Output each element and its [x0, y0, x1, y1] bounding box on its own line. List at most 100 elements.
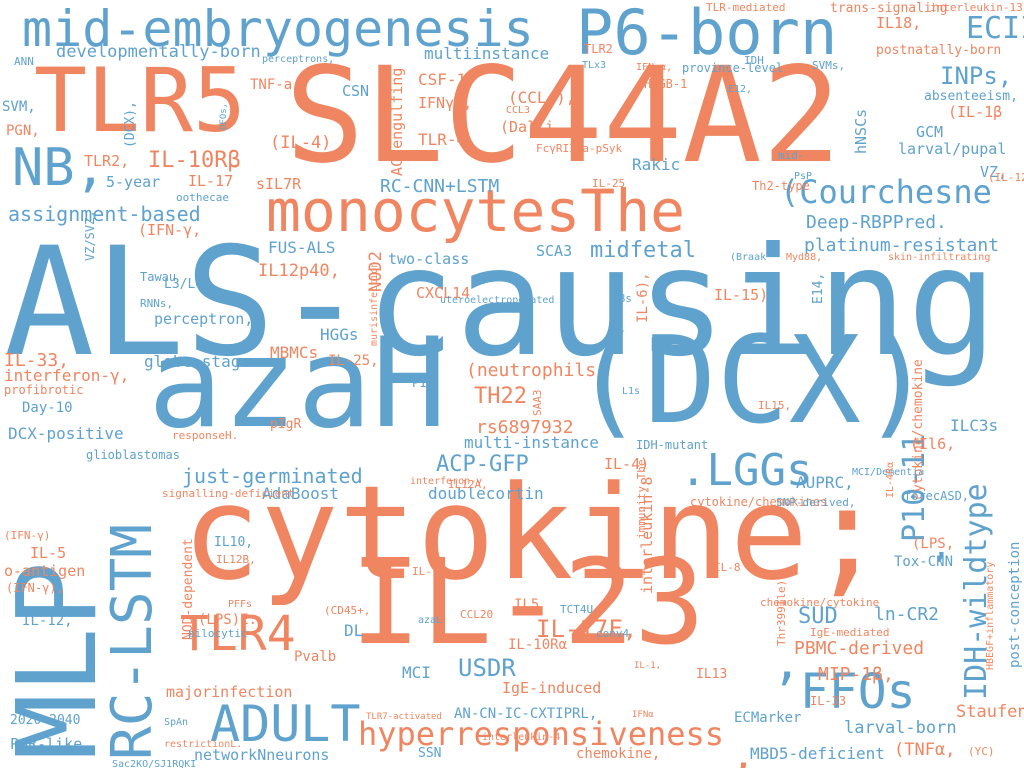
word-dcx: (DCX), — [123, 101, 138, 148]
word-o-antigen: o-antigen — [4, 562, 86, 580]
word-oothecae: oothecae — [176, 191, 229, 204]
word-province-level: province-level — [682, 61, 784, 75]
word-absenteeism: absenteeism, — [924, 89, 1018, 104]
word-tlr2: TLR2 — [584, 42, 613, 56]
word-pigr: pIgR — [270, 417, 302, 432]
word-adaboost: AdaBoost — [262, 484, 340, 503]
word-il-6: IL-6), — [635, 272, 651, 323]
word-il-4: IL-4) — [604, 455, 650, 473]
word-ac-engulfing: AC-engulfing — [388, 67, 406, 176]
word-responseh: responseH. — [172, 429, 239, 442]
word-staufen: Staufen — [956, 702, 1024, 722]
word-il-15: IL-15) — [714, 286, 769, 304]
word-monocytesthe: monocytesThe — [266, 177, 686, 245]
word-two-class: two-class — [388, 250, 470, 268]
word-idh: IDH — [744, 54, 764, 67]
word-pffs: PFFs — [228, 599, 253, 610]
word-tlr5: TLR5 — [34, 49, 246, 152]
word-ilc3s: ILC3s — [950, 416, 999, 435]
word-p6-born: P6-born — [576, 0, 838, 69]
word-mci-dementia: MCI/Dementia — [852, 467, 925, 478]
word-ifn: IFNγ), — [418, 94, 473, 112]
word-mid: mid- — [778, 149, 805, 162]
word-csn: CSN — [342, 82, 370, 100]
word-lggs: .LGGs — [680, 445, 813, 496]
word-sca3: SCA3 — [536, 242, 573, 260]
word-dalli: (Dalli — [500, 118, 555, 136]
word-mci: MCI — [402, 663, 431, 682]
word-mbmcs: MBMCs — [270, 343, 319, 362]
word-il-10r: IL-10Rα — [508, 637, 568, 653]
word-il12a: IL12A, — [448, 478, 488, 491]
word-signalling-deficient: signalling-deficient — [162, 487, 295, 500]
word-tlr4: TLR4 — [180, 606, 296, 662]
word-ann: ANN — [14, 55, 34, 68]
word-profibrotic: profibrotic — [4, 383, 84, 397]
word-interleukin-4: interleukin-4 — [482, 732, 561, 743]
word-yc: (YC) — [968, 745, 995, 758]
word-il12p40: IL12p40, — [258, 261, 340, 281]
word-ige-induced: IgE-induced — [502, 679, 602, 697]
word-sil7r: sIL7R — [256, 175, 302, 193]
word-il-17: IL-17 — [188, 172, 234, 190]
word-mid-embryogenesis: mid-embryogenesis — [22, 0, 534, 58]
word-slc44a2: SLC44A2 — [285, 39, 842, 193]
word-interferon: interferon-γ — [410, 476, 483, 487]
word-tawau: Tawau — [140, 270, 177, 284]
word-lps: (LPS, — [912, 536, 955, 552]
word-il-17f: IL-17F, — [536, 615, 638, 643]
word-hyperresponsiveness: hyperresponsiveness — [358, 715, 725, 753]
word-tlr-4: TLR-4 — [418, 130, 467, 149]
word-skin-infiltrating: skin-infiltrating — [888, 252, 991, 263]
word-tox-cnn: Tox-CNN — [894, 554, 954, 570]
word-developmentally-born: developmentally-born — [56, 42, 261, 62]
word-adult: ADULT — [210, 695, 361, 753]
word-chemokine: chemokine, — [576, 746, 661, 762]
word-cytokine-chemokine: cytokine/chemokine — [911, 359, 926, 500]
word-span: SpAn — [164, 717, 189, 728]
word-nbs: NBs — [612, 292, 632, 305]
word-il-5: IL-5 — [30, 544, 67, 562]
word-5-year: 5-year — [106, 173, 161, 191]
word-an-cn-ic-cxtiprl: AN-CN-IC-CXTIPRL, — [454, 706, 598, 722]
word-csf-1: CSF-1, — [418, 70, 476, 89]
word-perceptron: perceptron, — [154, 310, 254, 328]
word-conv4: conv4 — [596, 627, 630, 640]
word-tlr2: TLR2, — [84, 152, 130, 170]
word-rakic: Rakic — [632, 155, 681, 174]
word-postnatally-born: postnatally-born — [876, 43, 1002, 58]
word-il-10r: IL-10Rβ — [148, 148, 241, 173]
word-ifn: IFNα — [632, 710, 654, 720]
word-nb: NB, — [12, 138, 106, 198]
word-nod-dependent: NOD-dependent — [181, 538, 196, 640]
word-pgn: PGN, — [6, 123, 40, 139]
word-networknneurons: networkNneurons — [194, 746, 330, 764]
word-neutrophils: (neutrophils — [466, 360, 597, 381]
word-ssn: SSN — [418, 746, 442, 761]
word-il-13: IL-13; — [412, 565, 452, 578]
word-usdr: USDR — [458, 654, 516, 682]
word-rnns: RNNs, — [140, 297, 174, 310]
word-th22: TH22 — [474, 384, 527, 409]
word-vz-svz: VZ/SVZ, — [83, 210, 97, 261]
word-il-12: (IL-12 — [988, 171, 1024, 184]
word-deep-rbppred: Deep-RBPPred. — [806, 212, 947, 233]
word-pqr-like: PQR-like — [10, 735, 83, 753]
word-apostrophe: ’ — [730, 760, 754, 768]
word-ffos: ’FFOs — [771, 664, 916, 720]
word-dfos: DFOs, — [219, 102, 229, 130]
word-e14: E14, — [811, 272, 826, 304]
word-sac2ko-sj1rqki: Sac2KO/SJ1RQKI — [112, 759, 197, 768]
word-ln-cr2: ln-CR2 — [874, 604, 940, 625]
word-assignment-based: assignment-based — [8, 202, 201, 226]
word-e12: E12, — [728, 84, 753, 95]
word-2020-2040: 2020-2040 — [10, 713, 81, 728]
word-azah: azaH — [148, 312, 447, 456]
word-multi-instance: multi-instance — [464, 433, 599, 452]
word-larval-born: larval-born — [844, 718, 957, 738]
word-ifn: (IFN-γ, — [138, 221, 202, 239]
word-perceptrons: perceptrons, — [262, 54, 335, 65]
word-dcx: (DCX) — [572, 312, 934, 451]
word-hnscs: hNSCs — [852, 108, 870, 154]
word-just-germinated: just-germinated — [182, 464, 363, 488]
